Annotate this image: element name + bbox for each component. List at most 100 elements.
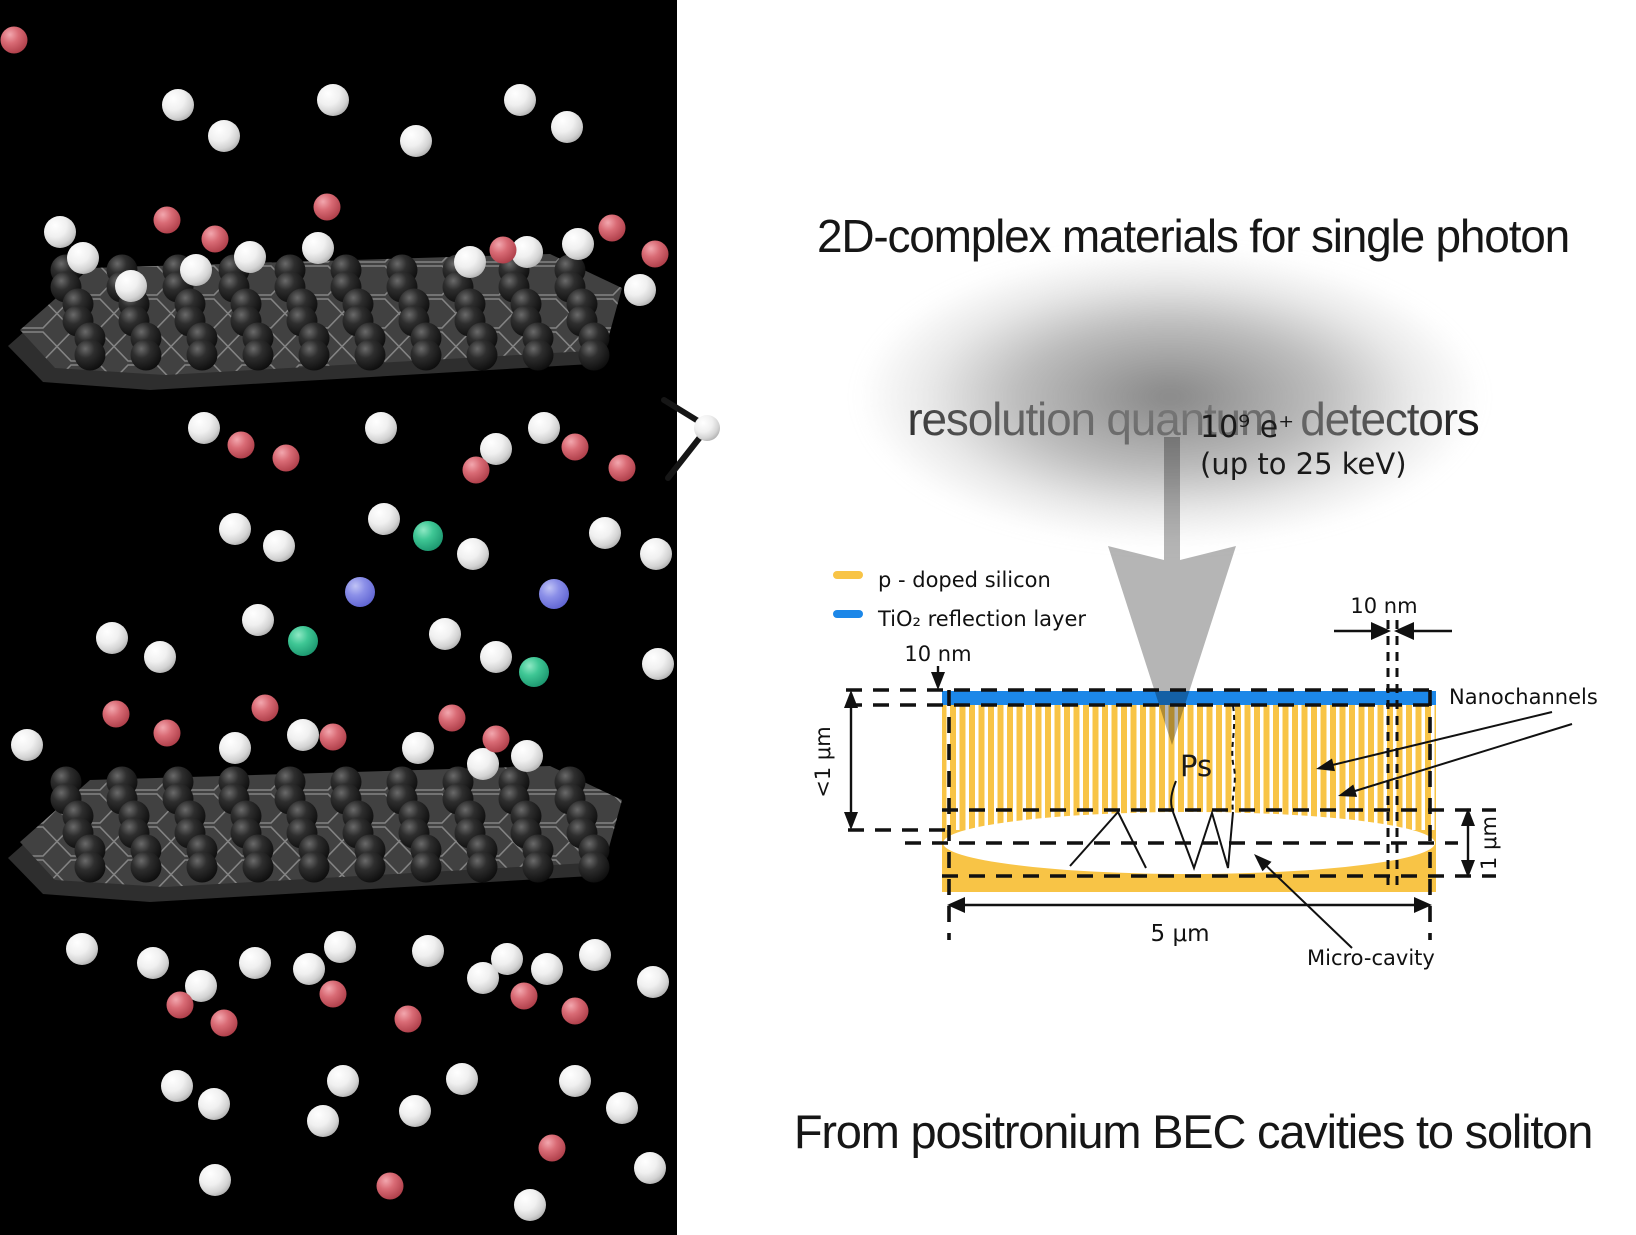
white-atom: [96, 622, 128, 654]
white-atom: [219, 513, 251, 545]
red-atom: [561, 997, 589, 1025]
white-atom: [562, 228, 594, 260]
red-atom: [394, 1005, 422, 1033]
carbon-atom: [186, 851, 218, 883]
red-atom: [272, 444, 300, 472]
carbon-atom: [74, 851, 106, 883]
white-atom: [67, 242, 99, 274]
carbon-atom: [298, 339, 330, 371]
ps-track-dotted: [1231, 705, 1236, 813]
page-caption: From positronium BEC cavities to soliton…: [750, 982, 1636, 1235]
green-atom: [413, 521, 443, 551]
white-atom: [551, 111, 583, 143]
white-atom: [491, 943, 523, 975]
channel-depth-label: <1 μm: [811, 726, 835, 797]
molecular-visualization: [0, 26, 720, 1221]
carbon-atom: [578, 339, 610, 371]
dimension-channel-width: 10 nm: [1334, 594, 1452, 640]
red-atom: [489, 236, 517, 264]
nanochannels-label: Nanochannels: [1449, 685, 1598, 709]
red-atom: [438, 704, 466, 732]
white-atom: [511, 740, 543, 772]
red-atom: [251, 694, 279, 722]
white-atom: [429, 618, 461, 650]
red-atom: [482, 725, 510, 753]
white-atom: [327, 1065, 359, 1097]
white-atom: [640, 538, 672, 570]
white-atom: [399, 1095, 431, 1127]
carbon-atom: [522, 851, 554, 883]
ps-annotation: Ps: [1069, 705, 1236, 872]
ps-track-wavy: [1170, 780, 1177, 813]
carbon-atom: [242, 339, 274, 371]
red-atom: [102, 700, 130, 728]
red-atom: [510, 982, 538, 1010]
white-atom: [624, 274, 656, 306]
carbon-atom: [354, 851, 386, 883]
white-atom: [44, 216, 76, 248]
molecular-scene-content: [0, 26, 720, 1221]
edge-molecule-bond: [661, 397, 706, 427]
white-atom: [642, 648, 674, 680]
micro-cavity-callout: Micro-cavity: [1254, 854, 1435, 970]
white-atom: [504, 84, 536, 116]
white-atom: [528, 412, 560, 444]
carbon-atom: [410, 851, 442, 883]
white-atom: [185, 970, 217, 1002]
red-atom: [641, 240, 669, 268]
red-atom: [376, 1172, 404, 1200]
white-atom: [219, 732, 251, 764]
white-atom: [302, 232, 334, 264]
red-atom: [538, 1134, 566, 1162]
edge-molecule-bond: [665, 433, 704, 481]
carbon-atom: [130, 851, 162, 883]
red-atom: [561, 433, 589, 461]
edge-molecule-atom: [694, 415, 720, 441]
beam-count-label: 10⁹ e⁺: [1200, 410, 1294, 445]
white-atom: [162, 89, 194, 121]
white-atom: [467, 962, 499, 994]
blue-atom: [539, 579, 569, 609]
white-atom: [400, 125, 432, 157]
carbon-atom: [130, 339, 162, 371]
carbon-atom: [354, 339, 386, 371]
white-atom: [234, 241, 266, 273]
red-atom: [166, 991, 194, 1019]
device-width-label: 5 μm: [1151, 921, 1210, 947]
white-atom: [511, 236, 543, 268]
white-atom: [307, 1105, 339, 1137]
white-atom: [239, 947, 271, 979]
carbon-atom: [466, 339, 498, 371]
carbon-atom: [74, 339, 106, 371]
white-atom: [199, 1164, 231, 1196]
micro-cavity-label: Micro-cavity: [1307, 946, 1435, 970]
dimension-channel-depth: <1 μm: [811, 690, 858, 830]
dimension-tio2-thickness: 10 nm: [904, 642, 972, 690]
white-atom: [531, 953, 563, 985]
dashed-guides: [846, 620, 1496, 940]
carbon-atom: [298, 851, 330, 883]
ps-bounce-path-1: [1172, 809, 1234, 872]
white-atom: [180, 254, 212, 286]
red-atom: [319, 723, 347, 751]
legend-silicon-label: p - doped silicon: [878, 568, 1051, 592]
carbon-atom: [186, 339, 218, 371]
white-atom: [402, 732, 434, 764]
caption-line-1: From positronium BEC cavities to soliton: [793, 1105, 1594, 1158]
carbon-atom: [242, 851, 274, 883]
white-atom: [115, 270, 147, 302]
red-atom: [598, 214, 626, 242]
white-atom: [66, 933, 98, 965]
white-atom: [634, 1152, 666, 1184]
beam-arrow: [1108, 437, 1236, 745]
white-atom: [188, 412, 220, 444]
white-atom: [144, 641, 176, 673]
legend-tio2-label: TiO₂ reflection layer: [877, 607, 1086, 631]
white-atom: [514, 1189, 546, 1221]
white-atom: [198, 1088, 230, 1120]
white-atom: [412, 935, 444, 967]
red-atom: [201, 225, 229, 253]
carbon-atom: [578, 851, 610, 883]
red-atom: [210, 1009, 238, 1037]
